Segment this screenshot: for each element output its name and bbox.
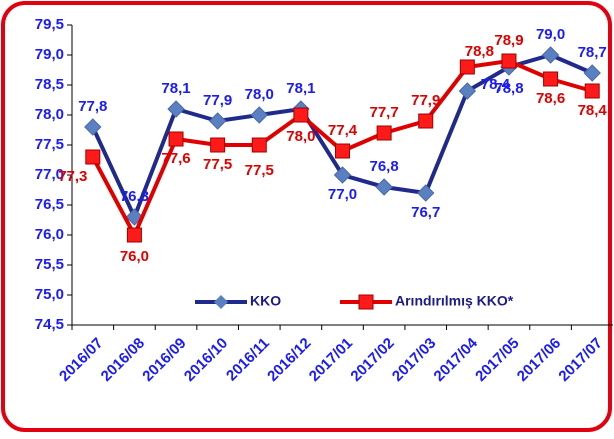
- data-label: 77,8: [78, 98, 107, 115]
- marker: [543, 71, 559, 87]
- marker: [250, 106, 268, 124]
- marker: [584, 83, 600, 99]
- data-label: 78,1: [286, 80, 315, 97]
- marker: [84, 118, 102, 136]
- y-tick-label: 74,5: [35, 316, 64, 333]
- marker: [167, 100, 185, 118]
- y-tick-label: 78,5: [35, 76, 64, 93]
- data-label: 76,8: [370, 158, 399, 175]
- data-label: 77,9: [411, 92, 440, 109]
- marker: [376, 125, 392, 141]
- data-label: 78,8: [465, 43, 494, 60]
- data-label: 76,3: [120, 188, 149, 205]
- marker: [583, 64, 601, 82]
- data-label: 78,9: [494, 32, 523, 49]
- data-label: 76,7: [411, 204, 440, 221]
- marker: [333, 166, 352, 184]
- marker: [458, 82, 477, 100]
- data-label: 78,0: [245, 86, 274, 103]
- data-label: 77,7: [370, 104, 399, 121]
- y-tick-label: 75,5: [35, 256, 64, 273]
- y-tick-label: 76,5: [35, 196, 64, 213]
- data-label: 77,3: [58, 168, 87, 185]
- marker: [459, 59, 475, 75]
- data-label: 78,6: [536, 90, 565, 107]
- marker: [85, 149, 101, 165]
- y-tick-label: 76,0: [35, 226, 64, 243]
- legend-label: Arındırılmış KKO*: [395, 293, 514, 309]
- marker: [293, 107, 309, 123]
- data-label: 77,5: [203, 156, 232, 173]
- data-label: 78,8: [494, 80, 523, 97]
- marker: [335, 143, 350, 159]
- marker: [417, 184, 435, 202]
- data-label: 79,0: [536, 26, 565, 43]
- data-label: 77,0: [328, 186, 357, 203]
- marker: [208, 112, 227, 130]
- data-label: 78,1: [161, 80, 190, 97]
- marker: [251, 137, 267, 153]
- data-label: 78,7: [578, 44, 607, 61]
- y-tick-label: 75,0: [35, 286, 64, 303]
- data-label: 76,0: [120, 248, 149, 265]
- marker: [375, 178, 393, 196]
- data-label: 78,4: [578, 102, 608, 119]
- data-label: 77,5: [245, 162, 274, 179]
- marker: [501, 53, 517, 69]
- marker: [541, 46, 560, 64]
- y-tick-label: 78,0: [35, 106, 64, 123]
- legend-label: KKO: [250, 293, 281, 309]
- y-tick-label: 77,0: [35, 166, 64, 183]
- data-label: 77,9: [203, 92, 232, 109]
- y-tick-label: 79,0: [35, 46, 64, 63]
- y-tick-label: 79,5: [35, 16, 64, 33]
- marker: [210, 137, 226, 153]
- data-label: 78,4: [481, 76, 511, 93]
- data-label: 78,0: [286, 128, 315, 145]
- legend-marker: [214, 295, 228, 309]
- data-label: 77,6: [161, 150, 190, 167]
- data-label: 77,4: [328, 122, 358, 139]
- marker: [168, 131, 184, 147]
- marker: [126, 227, 142, 243]
- y-tick-label: 77,5: [35, 136, 64, 153]
- legend-marker: [358, 294, 374, 310]
- marker: [418, 113, 434, 129]
